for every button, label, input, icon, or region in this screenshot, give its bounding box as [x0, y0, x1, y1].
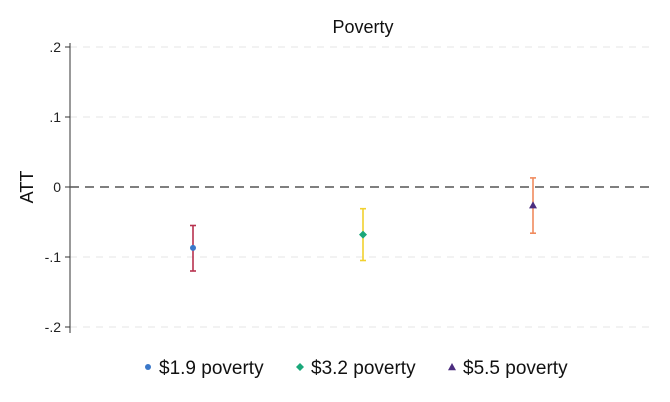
legend: $1.9 poverty $3.2 poverty $5.5 poverty — [145, 358, 568, 379]
data-point — [359, 230, 367, 239]
y-tick-label: .2 — [49, 39, 61, 55]
y-tick-label: 0 — [53, 179, 61, 195]
y-tick-label: -.2 — [45, 319, 62, 335]
legend-marker — [296, 363, 304, 371]
y-tick-label: .1 — [49, 109, 61, 125]
plot-marks — [190, 177, 537, 272]
chart-title: Poverty — [332, 17, 393, 37]
y-tick-label: -.1 — [45, 249, 62, 265]
legend-label: $5.5 poverty — [463, 358, 568, 379]
legend-label: $1.9 poverty — [159, 358, 264, 379]
legend-label: $3.2 poverty — [311, 358, 416, 379]
y-axis: .2 .1 0 -.1 -.2 — [45, 39, 71, 335]
data-point — [529, 201, 537, 209]
y-axis-label: ATT — [17, 171, 37, 204]
legend-marker — [448, 363, 456, 371]
data-point — [190, 244, 196, 251]
legend-marker — [145, 364, 151, 370]
